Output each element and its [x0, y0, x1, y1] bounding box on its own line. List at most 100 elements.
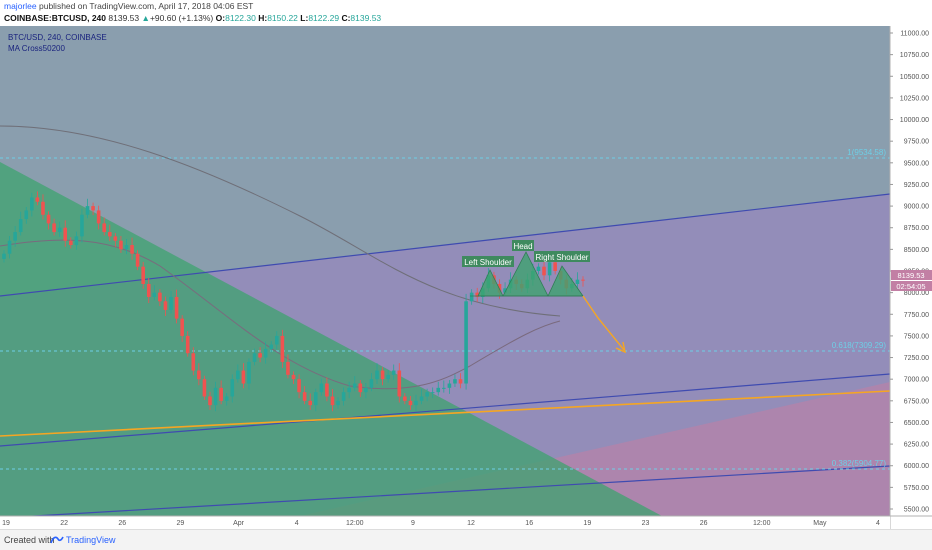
candle-down[interactable]: [113, 236, 118, 241]
tradingview-brand-link[interactable]: TradingView: [66, 535, 116, 545]
candle-up[interactable]: [269, 344, 274, 349]
candle-up[interactable]: [247, 361, 251, 384]
candle-up[interactable]: [224, 396, 229, 401]
candle-down[interactable]: [96, 210, 101, 224]
candle-down[interactable]: [297, 379, 301, 393]
candle-down[interactable]: [408, 400, 413, 406]
author-link[interactable]: majorlee: [4, 1, 37, 11]
candle-up[interactable]: [30, 197, 34, 211]
candle-down[interactable]: [185, 335, 190, 354]
candle-up[interactable]: [364, 387, 368, 393]
candle-up[interactable]: [547, 262, 552, 276]
candle-up[interactable]: [169, 296, 173, 310]
candle-up[interactable]: [341, 392, 346, 401]
candle-up[interactable]: [13, 232, 17, 241]
candle-down[interactable]: [208, 396, 212, 406]
channel-bottom-line[interactable]: [0, 465, 891, 519]
candle-down[interactable]: [397, 370, 402, 397]
candle-down[interactable]: [191, 353, 196, 371]
candle-up[interactable]: [453, 379, 457, 384]
orange-trendline[interactable]: [0, 390, 891, 437]
candle-up[interactable]: [2, 253, 6, 259]
candle-down[interactable]: [241, 370, 246, 384]
candle-up[interactable]: [575, 279, 580, 284]
candle-down[interactable]: [219, 387, 223, 401]
candle-down[interactable]: [130, 245, 134, 254]
candle-down[interactable]: [291, 374, 296, 380]
candle-up[interactable]: [85, 206, 90, 215]
candle-up[interactable]: [419, 396, 424, 401]
candle-down[interactable]: [102, 223, 107, 233]
candle-up[interactable]: [24, 210, 29, 220]
candle-up[interactable]: [252, 353, 257, 362]
tradingview-logo-icon[interactable]: [50, 534, 64, 546]
candle-down[interactable]: [302, 392, 307, 401]
candle-up[interactable]: [425, 392, 429, 397]
price-chart[interactable]: 1(9534.58) 0.618(7309.29) 0.382(5904.77)…: [0, 26, 932, 529]
candle-down[interactable]: [46, 214, 51, 224]
candle-up[interactable]: [347, 387, 351, 393]
candle-up[interactable]: [391, 370, 396, 375]
candle-down[interactable]: [542, 266, 546, 276]
candle-up[interactable]: [430, 392, 435, 394]
candle-down[interactable]: [581, 279, 585, 281]
candle-up[interactable]: [124, 245, 129, 250]
candle-down[interactable]: [325, 383, 329, 397]
candle-down[interactable]: [163, 301, 168, 310]
candle-up[interactable]: [469, 292, 474, 302]
candle-down[interactable]: [286, 361, 290, 375]
candle-down[interactable]: [35, 197, 40, 202]
candle-up[interactable]: [386, 374, 390, 380]
candle-up[interactable]: [74, 236, 79, 246]
candle-down[interactable]: [358, 383, 363, 393]
candle-up[interactable]: [336, 400, 340, 406]
candle-down[interactable]: [403, 396, 407, 401]
candle-down[interactable]: [146, 283, 151, 297]
candle-up[interactable]: [503, 288, 507, 293]
candle-down[interactable]: [553, 262, 557, 271]
candle-up[interactable]: [7, 240, 12, 254]
candle-down[interactable]: [107, 232, 112, 237]
candle-up[interactable]: [274, 335, 279, 345]
candle-up[interactable]: [319, 383, 324, 393]
candle-up[interactable]: [213, 387, 218, 406]
candle-up[interactable]: [236, 370, 240, 380]
candle-down[interactable]: [380, 370, 385, 380]
time-axis-panel[interactable]: [0, 516, 890, 529]
candle-up[interactable]: [352, 383, 357, 388]
candle-up[interactable]: [18, 219, 23, 233]
channel-upper-line[interactable]: [0, 193, 891, 297]
legend-indicator[interactable]: MA Cross50200: [8, 44, 65, 53]
candle-up[interactable]: [447, 383, 452, 388]
candle-up[interactable]: [80, 214, 84, 237]
candle-up[interactable]: [436, 387, 441, 393]
candle-up[interactable]: [464, 301, 468, 384]
candle-down[interactable]: [475, 292, 480, 297]
candle-down[interactable]: [174, 296, 179, 319]
candle-down[interactable]: [158, 292, 162, 302]
candle-up[interactable]: [152, 292, 157, 297]
candle-down[interactable]: [135, 253, 140, 267]
candle-down[interactable]: [197, 370, 201, 380]
candle-down[interactable]: [258, 353, 262, 358]
candle-up[interactable]: [369, 379, 374, 388]
candle-up[interactable]: [414, 400, 418, 406]
candle-down[interactable]: [141, 266, 145, 284]
candle-down[interactable]: [308, 400, 313, 406]
candle-down[interactable]: [91, 206, 95, 211]
candle-down[interactable]: [202, 379, 207, 397]
projection-arrow[interactable]: [582, 295, 625, 351]
candle-down[interactable]: [330, 396, 335, 406]
candle-up[interactable]: [57, 227, 62, 233]
candle-up[interactable]: [536, 266, 541, 271]
candle-down[interactable]: [52, 223, 56, 233]
candle-up[interactable]: [313, 392, 318, 406]
candle-down[interactable]: [280, 335, 285, 362]
candle-down[interactable]: [458, 379, 463, 384]
candle-down[interactable]: [119, 240, 123, 250]
channel-lower-line[interactable]: [0, 373, 891, 447]
candle-up[interactable]: [375, 370, 379, 380]
candle-up[interactable]: [230, 379, 235, 397]
candle-up[interactable]: [442, 387, 446, 389]
candle-up[interactable]: [263, 348, 268, 358]
